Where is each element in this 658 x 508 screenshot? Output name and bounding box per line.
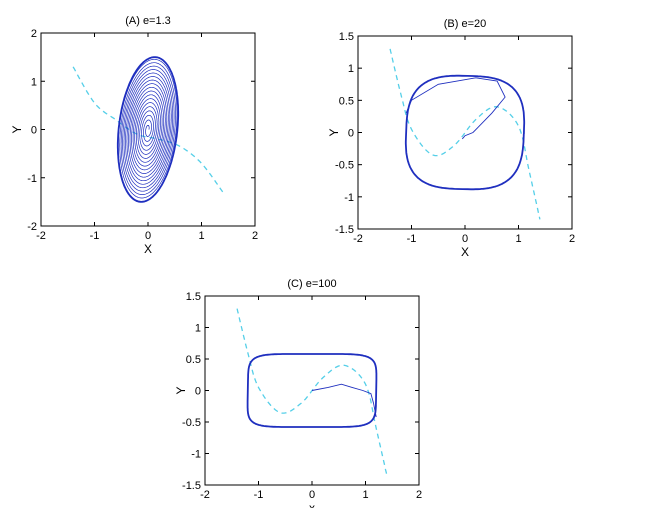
- axes-box: [40, 32, 256, 227]
- chart-title: (C) e=100: [287, 278, 336, 290]
- y-tick-label: -1: [344, 192, 354, 204]
- x-tick-label: -2: [36, 230, 46, 242]
- y-tick-label: 2: [31, 28, 37, 40]
- plot-area: [72, 56, 224, 203]
- y-tick-label: -1: [191, 449, 201, 461]
- y-tick-label: -1.5: [182, 480, 201, 492]
- x-tick-label: 0: [309, 489, 315, 501]
- x-tick-label: 0: [145, 230, 151, 242]
- y-tick-label: 0.5: [186, 354, 201, 366]
- x-tick-label: -1: [90, 230, 100, 242]
- nullcline-dashed-line: [72, 66, 224, 193]
- y-axis-label: Y: [10, 125, 24, 133]
- x-tick-label: -1: [407, 233, 417, 245]
- nullcline-dashed-line: [389, 48, 541, 220]
- x-tick-label: -2: [353, 233, 363, 245]
- limit-cycle: [404, 74, 526, 191]
- y-tick-label: -1.5: [335, 224, 354, 236]
- chart-panel-1: (B) e=20 -2 -1 0 1 2 1.5 1 0.5 0 -0.5 -1 -1.5 X Y: [327, 18, 575, 259]
- x-tick-label: 0: [462, 233, 468, 245]
- trajectory-spiral: [117, 56, 179, 203]
- y-tick-label: -2: [27, 221, 37, 233]
- trajectory-transient: [311, 383, 377, 418]
- y-tick-label: 0: [31, 125, 37, 137]
- y-tick-label: 1.5: [339, 31, 354, 43]
- y-tick-label: 0: [195, 386, 201, 398]
- x-tick-label: -2: [200, 489, 210, 501]
- chart-panel-0: (A) e=1.3 -2 -1 0 1 2 2 1 0 -1 -2 X Y: [10, 15, 258, 256]
- x-axis-label: X: [144, 242, 152, 256]
- x-axis-label: X: [461, 245, 469, 259]
- chart-title: (B) e=20: [444, 18, 487, 30]
- x-tick-label: -1: [254, 489, 264, 501]
- y-tick-label: -0.5: [182, 417, 201, 429]
- y-axis-label: Y: [327, 128, 341, 136]
- y-tick-label: 1.5: [186, 291, 201, 303]
- plot-area: [389, 48, 541, 220]
- y-tick-label: -0.5: [335, 160, 354, 172]
- chart-panel-2: (C) e=100 -2 -1 0 1 2 1.5 1 0.5 0 -0.5 -1 -1.5 x Y: [174, 278, 422, 508]
- trajectory-transient: [405, 77, 506, 140]
- y-tick-label: 0: [348, 128, 354, 140]
- limit-cycle: [116, 56, 180, 203]
- y-tick-label: 1: [31, 76, 37, 88]
- x-tick-label: 1: [198, 230, 204, 242]
- x-axis-label: x: [309, 501, 315, 508]
- x-tick-label: 2: [416, 489, 422, 501]
- x-tick-label: 1: [515, 233, 521, 245]
- plot-area: [236, 308, 388, 476]
- chart-title: (A) e=1.3: [125, 15, 171, 27]
- y-tick-label: -1: [27, 173, 37, 185]
- x-tick-label: 2: [252, 230, 258, 242]
- x-tick-label: 1: [362, 489, 368, 501]
- y-tick-label: 0.5: [339, 95, 354, 107]
- y-axis-label: Y: [174, 386, 188, 394]
- y-tick-label: 1: [348, 63, 354, 75]
- limit-cycle: [246, 353, 378, 428]
- x-tick-label: 2: [569, 233, 575, 245]
- nullcline-dashed-line: [236, 308, 388, 476]
- axes-box: [357, 35, 573, 230]
- y-tick-label: 1: [195, 323, 201, 335]
